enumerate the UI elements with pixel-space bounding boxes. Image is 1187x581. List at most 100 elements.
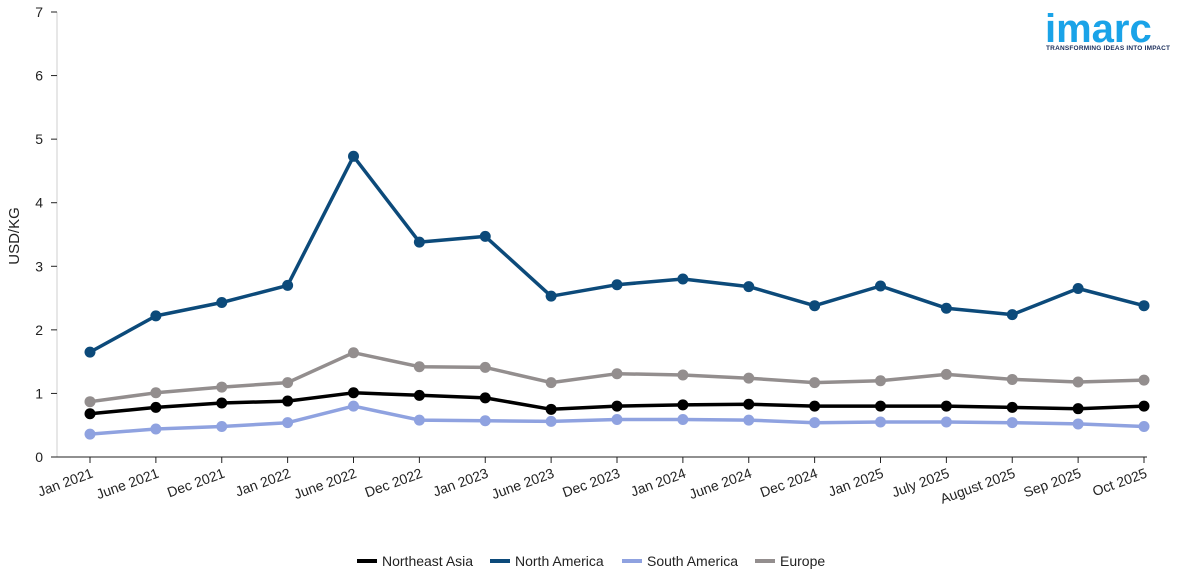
x-tick-label: Dec 2022	[363, 465, 425, 501]
data-point-north-america	[1072, 283, 1084, 295]
y-tick-label: 5	[35, 131, 43, 147]
data-point-south-america	[1006, 417, 1018, 429]
legend-item-northeast-asia: Northeast Asia	[357, 553, 473, 569]
y-tick-label: 3	[35, 258, 43, 274]
x-tick-label: August 2025	[938, 465, 1018, 507]
data-point-europe	[1138, 374, 1150, 386]
data-point-north-america	[479, 230, 491, 242]
data-point-south-america	[1138, 420, 1150, 432]
data-point-europe	[940, 368, 952, 380]
data-point-northeast-asia	[1072, 403, 1084, 415]
data-point-northeast-asia	[809, 400, 821, 412]
data-point-south-america	[545, 415, 557, 427]
legend-item-north-america: North America	[490, 553, 604, 569]
data-point-europe	[1006, 373, 1018, 385]
data-point-northeast-asia	[1006, 401, 1018, 413]
data-point-north-america	[282, 279, 294, 291]
data-point-north-america	[545, 290, 557, 302]
data-point-south-america	[940, 416, 952, 428]
data-point-europe	[479, 361, 491, 373]
data-point-northeast-asia	[216, 397, 228, 409]
imarc-logo: imarc TRANSFORMING IDEAS INTO IMPACT	[1045, 7, 1170, 52]
data-point-northeast-asia	[1138, 400, 1150, 412]
data-point-north-america	[1138, 300, 1150, 312]
data-point-south-america	[84, 428, 96, 440]
x-tick-label: Dec 2021	[165, 465, 227, 501]
series-north-america	[84, 150, 1150, 358]
data-point-northeast-asia	[282, 395, 294, 407]
data-point-europe	[809, 377, 821, 389]
x-tick-label: Dec 2023	[560, 465, 622, 501]
series-group	[84, 150, 1150, 440]
x-tick-label: Dec 2024	[758, 465, 820, 501]
data-point-north-america	[677, 273, 689, 285]
series-europe	[84, 347, 1150, 408]
y-tick-label: 0	[35, 449, 43, 465]
data-point-south-america	[216, 420, 228, 432]
data-point-south-america	[611, 413, 623, 425]
data-point-europe	[216, 381, 228, 393]
x-tick-label: Jan 2024	[628, 465, 688, 500]
data-point-north-america	[413, 236, 425, 248]
logo-wordmark: imarc	[1045, 7, 1152, 51]
x-tick-label: Oct 2025	[1090, 465, 1149, 500]
y-tick-label: 6	[35, 68, 43, 84]
data-point-europe	[743, 372, 755, 384]
data-point-south-america	[348, 400, 359, 412]
data-point-south-america	[150, 423, 162, 435]
series-line-north-america	[89, 154, 1145, 354]
x-tick-label: Jan 2023	[431, 465, 491, 500]
data-point-europe	[150, 387, 162, 399]
series-northeast-asia	[84, 387, 1150, 420]
legend-label: North America	[515, 553, 604, 569]
legend-label: Europe	[780, 553, 825, 569]
data-point-northeast-asia	[348, 387, 359, 399]
data-point-north-america	[1006, 309, 1018, 321]
data-point-north-america	[809, 300, 821, 312]
y-axis-title: USD/KG	[6, 207, 23, 265]
x-tick-label: Jan 2021	[35, 465, 95, 500]
y-ticks: 0 1 2 3 4 5 6 7	[35, 4, 57, 465]
data-point-south-america	[743, 414, 755, 426]
data-point-south-america	[413, 414, 425, 426]
data-point-north-america	[348, 150, 359, 162]
y-tick-label: 2	[35, 322, 43, 338]
data-point-south-america	[809, 417, 821, 429]
y-tick-label: 7	[35, 4, 43, 20]
data-point-europe	[677, 369, 689, 381]
data-point-south-america	[677, 413, 689, 425]
data-point-northeast-asia	[545, 403, 557, 415]
data-point-south-america	[875, 416, 886, 428]
x-tick-label: Jan 2022	[233, 465, 293, 500]
data-point-north-america	[216, 297, 228, 309]
y-tick-label: 1	[35, 385, 43, 401]
data-point-northeast-asia	[479, 392, 491, 404]
legend-label: Northeast Asia	[382, 553, 473, 569]
data-point-north-america	[611, 279, 623, 291]
data-point-north-america	[84, 346, 96, 358]
x-tick-label: June 2024	[687, 465, 754, 502]
data-point-northeast-asia	[875, 400, 886, 412]
x-tick-label: Sep 2025	[1021, 465, 1083, 501]
data-point-north-america	[150, 310, 162, 322]
legend-label: South America	[647, 553, 738, 569]
data-point-south-america	[1072, 418, 1084, 430]
x-tick-label: Jan 2025	[826, 465, 886, 500]
data-point-europe	[611, 368, 623, 380]
x-tick-label: June 2022	[292, 465, 359, 502]
data-point-north-america	[743, 281, 755, 293]
legend-item-south-america: South America	[622, 553, 738, 569]
data-point-europe	[84, 396, 96, 408]
data-point-northeast-asia	[743, 398, 755, 410]
data-point-northeast-asia	[940, 400, 952, 412]
data-point-northeast-asia	[150, 401, 162, 413]
data-point-europe	[413, 361, 425, 373]
data-point-northeast-asia	[413, 389, 425, 401]
axes	[56, 12, 1147, 458]
data-point-south-america	[282, 417, 294, 429]
data-point-north-america	[940, 302, 952, 314]
x-tick-label: June 2021	[94, 465, 161, 502]
